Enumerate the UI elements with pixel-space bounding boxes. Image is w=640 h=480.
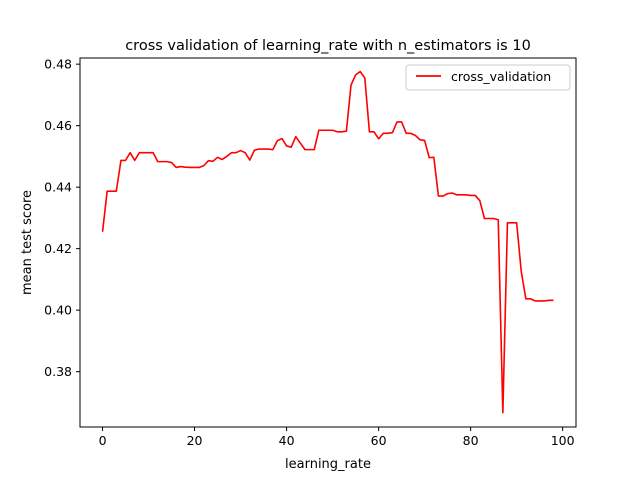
y-tick-label: 0.44 — [44, 180, 72, 195]
y-tick-label: 0.40 — [44, 303, 72, 318]
x-tick-label: 100 — [551, 433, 575, 448]
y-tick-label: 0.46 — [44, 118, 72, 133]
x-axis: 0 20 40 60 80 100 — [99, 427, 575, 448]
plot-area — [101, 70, 554, 414]
x-tick-label: 60 — [371, 433, 387, 448]
legend: cross_validation — [405, 64, 571, 91]
legend-label: cross_validation — [451, 69, 551, 84]
x-tick-label: 80 — [463, 433, 479, 448]
x-tick-label: 40 — [279, 433, 295, 448]
y-axis: 0.38 0.40 0.42 0.44 0.46 0.48 — [44, 57, 80, 379]
y-axis-label: mean test score — [20, 190, 35, 295]
legend-box — [405, 64, 571, 91]
x-axis-label: learning_rate — [285, 457, 371, 472]
y-tick-label: 0.48 — [44, 57, 72, 72]
x-tick-label: 20 — [187, 433, 203, 448]
x-tick-label: 0 — [99, 433, 107, 448]
chart-title: cross validation of learning_rate with n… — [125, 38, 531, 54]
y-tick-label: 0.42 — [44, 241, 72, 256]
series-line — [101, 70, 554, 414]
axes-frame — [79, 57, 577, 428]
y-tick-label: 0.38 — [44, 364, 72, 379]
